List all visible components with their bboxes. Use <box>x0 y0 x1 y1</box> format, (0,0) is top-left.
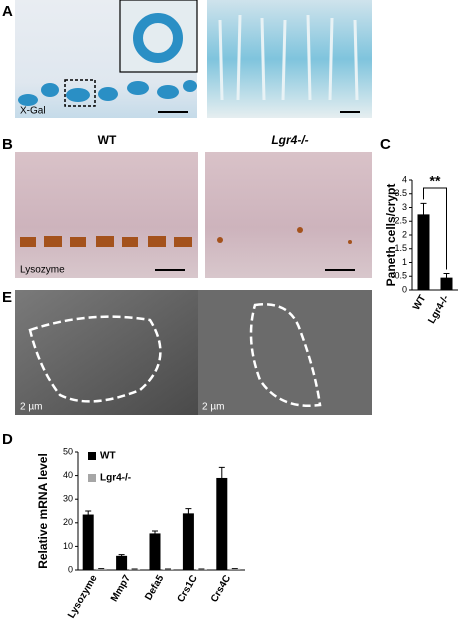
scale-label: 2 µm <box>202 402 224 413</box>
x-tick-label: WT <box>411 293 428 312</box>
error-bar <box>443 273 450 282</box>
x-tick-label: Crs4C <box>209 573 233 604</box>
legend-label: WT <box>100 451 116 462</box>
annotation: ** <box>430 173 441 189</box>
panel-label: B <box>2 136 13 153</box>
y-tick-label: 50 <box>63 446 73 456</box>
bar <box>116 555 128 570</box>
y-tick-label: 3 <box>402 202 407 212</box>
x-tick-label: Lysozyme <box>66 573 100 620</box>
micrograph <box>207 0 372 118</box>
bar <box>440 277 453 290</box>
inset-box <box>64 79 96 107</box>
bar <box>417 214 430 290</box>
column-title: Lgr4-/- <box>271 133 308 147</box>
panel-label: D <box>2 431 13 448</box>
micrograph <box>15 290 198 415</box>
bar <box>149 533 161 570</box>
micrograph <box>205 152 372 278</box>
error-bar <box>185 508 192 519</box>
y-axis-label: Relative mRNA level <box>36 453 50 569</box>
y-tick-label: 10 <box>63 541 73 551</box>
bar <box>216 477 228 570</box>
error-bar <box>218 466 225 489</box>
inset-crypt <box>133 13 183 63</box>
bar <box>82 514 94 570</box>
bar <box>95 568 107 570</box>
significance-bracket <box>423 187 447 270</box>
y-tick-label: 3.5 <box>394 188 407 198</box>
bar <box>195 569 207 570</box>
bar <box>162 569 174 570</box>
panel-label: C <box>380 136 391 153</box>
error-bar <box>420 202 427 226</box>
y-tick-label: 2.5 <box>394 216 407 226</box>
cell-outline <box>249 303 322 407</box>
y-tick-label: 30 <box>63 494 73 504</box>
y-tick-label: 1 <box>402 257 407 267</box>
legend-label: Lgr4-/- <box>100 473 131 484</box>
bar <box>229 568 241 570</box>
x-tick-label: Defa5 <box>143 573 166 602</box>
legend-swatch <box>88 452 96 460</box>
stained-crypts <box>18 80 197 106</box>
villi <box>218 14 359 101</box>
x-tick-label: Lgr4-/- <box>426 293 451 325</box>
cell-outline <box>28 315 162 403</box>
legend-swatch <box>88 474 96 482</box>
error-bar <box>118 554 125 558</box>
column-title: WT <box>98 133 117 147</box>
lysozyme-stain <box>20 236 192 247</box>
panel-label: E <box>2 289 12 306</box>
y-tick-label: 0.5 <box>394 271 407 281</box>
bar <box>129 569 141 570</box>
stain-label: Lysozyme <box>20 265 65 276</box>
error-bar <box>152 530 158 536</box>
x-tick-label: Mmp7 <box>109 573 133 604</box>
y-tick-label: 2 <box>402 229 407 239</box>
panel-label: A <box>2 3 13 20</box>
y-tick-label: 1.5 <box>394 243 407 253</box>
micrograph <box>15 152 198 278</box>
error-bar <box>85 510 92 519</box>
y-tick-label: 0 <box>402 284 407 294</box>
bar <box>182 513 194 570</box>
x-tick-label: Crs1C <box>176 573 200 604</box>
y-axis-label: Paneth cells/crypt <box>384 184 398 287</box>
y-tick-label: 4 <box>402 174 407 184</box>
y-tick-label: 20 <box>63 517 73 527</box>
y-tick-label: 40 <box>63 470 73 480</box>
lysozyme-stain <box>217 227 352 244</box>
y-tick-label: 0 <box>68 564 73 574</box>
scale-label: 2 µm <box>20 402 42 413</box>
stain-label: X-Gal <box>20 106 46 117</box>
